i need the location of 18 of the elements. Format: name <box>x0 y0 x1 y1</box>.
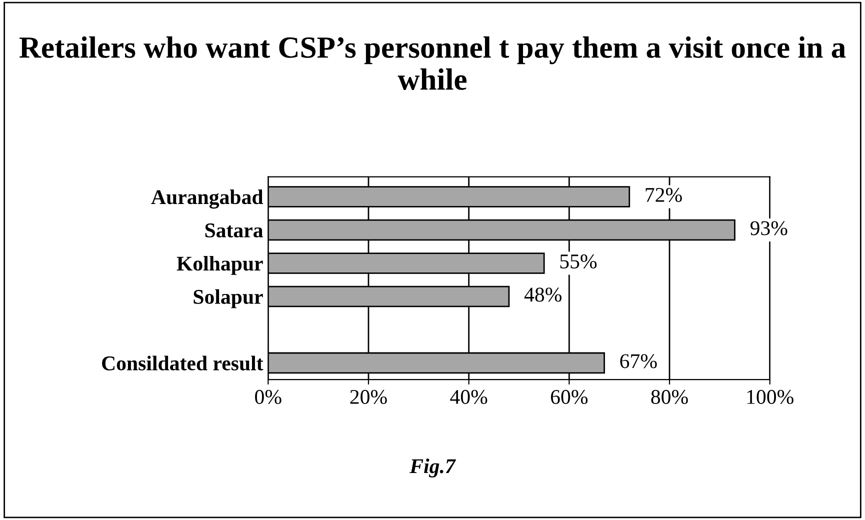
y-tick-label: Solapur <box>194 289 263 308</box>
x-tick-label: 80% <box>651 390 688 404</box>
y-tick-label: Satara <box>205 223 263 238</box>
x-tick-label: 0% <box>255 390 282 404</box>
data-label: 55% <box>560 254 597 269</box>
data-label: 72% <box>646 188 682 202</box>
x-tick-label: 40% <box>450 390 488 404</box>
data-label: 67% <box>620 354 657 368</box>
data-label: 48% <box>524 288 562 302</box>
x-tick-label: 60% <box>550 390 588 404</box>
y-tick-label: Kolhapur <box>176 256 263 275</box>
caption: Fig.7 <box>410 458 456 478</box>
data-label: 93% <box>750 221 788 236</box>
x-tick-label: 20% <box>350 390 387 404</box>
x-tick-label: 100% <box>747 390 794 404</box>
y-tick-label: Aurangabad <box>151 190 264 209</box>
chart-title: Retailers who want CSP’s personnel t pay them a visit once in a while <box>19 36 846 90</box>
y-tick-label: Consildated result <box>102 356 264 370</box>
